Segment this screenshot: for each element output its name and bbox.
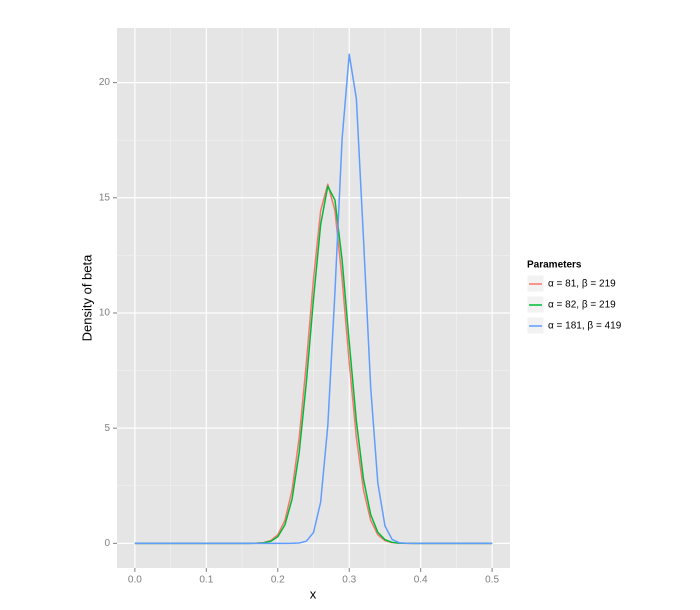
- grid-layer: [117, 28, 510, 568]
- y-tick-label: 0: [104, 538, 110, 549]
- legend-label: α = 81, β = 219: [548, 279, 616, 290]
- y-axis-title: Density of beta: [79, 254, 94, 341]
- x-tick-label: 0.4: [414, 575, 428, 586]
- x-axis-title: x: [310, 586, 317, 601]
- legend-label: α = 82, β = 219: [548, 300, 616, 311]
- legend-title: Parameters: [527, 260, 582, 271]
- y-tick-label: 5: [104, 423, 110, 434]
- x-tick-label: 0.3: [342, 575, 356, 586]
- y-tick-label: 20: [99, 77, 111, 88]
- legend-label: α = 181, β = 419: [548, 321, 622, 332]
- x-tick-label: 0.2: [271, 575, 285, 586]
- x-tick-label: 0.0: [128, 575, 142, 586]
- line-series: [134, 53, 493, 545]
- y-tick-label: 10: [99, 308, 111, 319]
- x-tick-label: 0.5: [485, 575, 499, 586]
- x-tick-label: 0.1: [199, 575, 213, 586]
- line-layer: [134, 53, 493, 545]
- y-tick-label: 15: [99, 192, 111, 203]
